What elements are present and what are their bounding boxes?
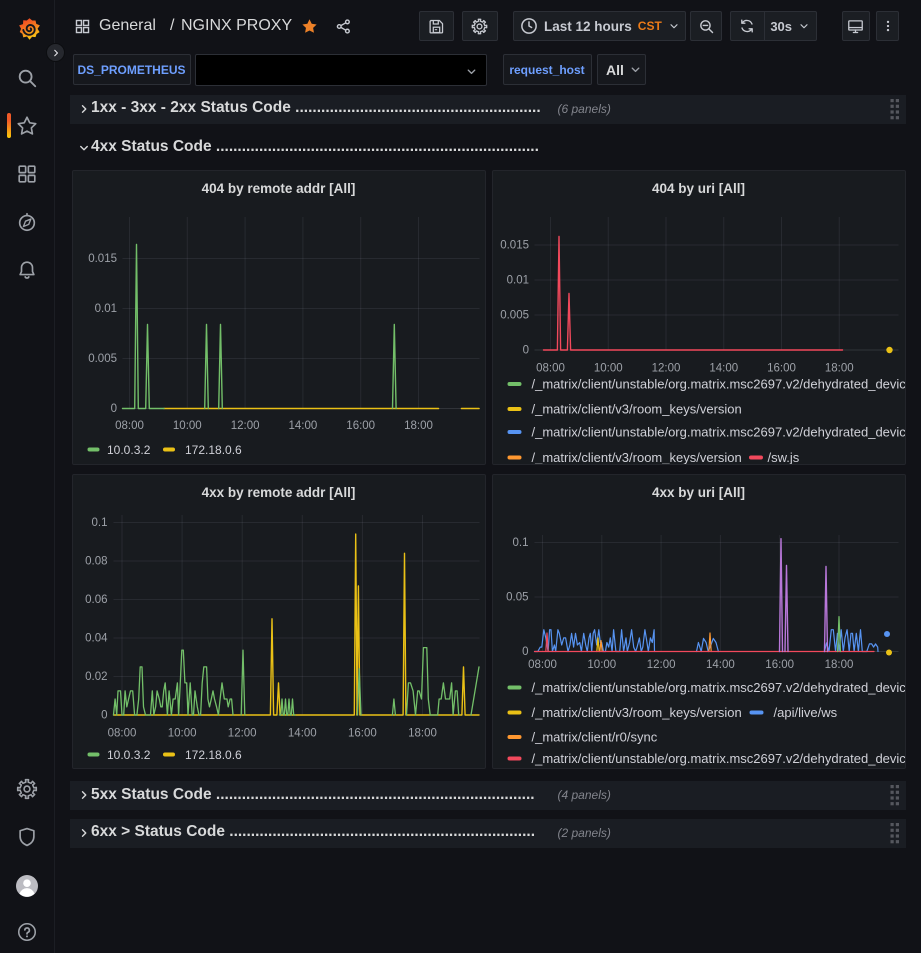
svg-text:0: 0 bbox=[522, 344, 528, 356]
svg-text:14:00: 14:00 bbox=[706, 659, 735, 671]
svg-text:/_matrix/client/unstable/org.m: /_matrix/client/unstable/org.matrix.msc2… bbox=[531, 424, 905, 439]
svg-text:/_matrix/client/v3/room_keys/v: /_matrix/client/v3/room_keys/version bbox=[531, 705, 741, 720]
svg-text:12:00: 12:00 bbox=[651, 362, 680, 374]
svg-text:/_matrix/client/unstable/org.m: /_matrix/client/unstable/org.matrix.msc2… bbox=[531, 751, 905, 766]
svg-text:0.05: 0.05 bbox=[506, 591, 528, 603]
svg-text:172.18.0.6: 172.18.0.6 bbox=[185, 748, 242, 762]
svg-text:0: 0 bbox=[522, 646, 528, 658]
svg-text:/_matrix/client/r0/sync: /_matrix/client/r0/sync bbox=[531, 729, 657, 744]
svg-text:14:00: 14:00 bbox=[709, 362, 738, 374]
svg-text:0.01: 0.01 bbox=[94, 303, 116, 315]
svg-text:10:00: 10:00 bbox=[172, 420, 201, 432]
svg-text:10:00: 10:00 bbox=[593, 362, 622, 374]
svg-text:0.015: 0.015 bbox=[500, 239, 529, 251]
svg-text:/_matrix/client/unstable/org.m: /_matrix/client/unstable/org.matrix.msc2… bbox=[531, 376, 905, 391]
svg-text:0.1: 0.1 bbox=[512, 537, 528, 549]
svg-text:/_matrix/client/v3/room_keys/v: /_matrix/client/v3/room_keys/version bbox=[531, 401, 741, 416]
svg-text:12:00: 12:00 bbox=[230, 420, 259, 432]
svg-text:08:00: 08:00 bbox=[107, 727, 136, 739]
svg-text:16:00: 16:00 bbox=[765, 659, 794, 671]
svg-text:18:00: 18:00 bbox=[404, 420, 433, 432]
svg-text:0.02: 0.02 bbox=[85, 671, 107, 683]
svg-text:172.18.0.6: 172.18.0.6 bbox=[185, 443, 242, 457]
svg-text:0.1: 0.1 bbox=[91, 517, 107, 529]
svg-text:18:00: 18:00 bbox=[824, 659, 853, 671]
svg-text:0.04: 0.04 bbox=[85, 632, 108, 644]
svg-text:12:00: 12:00 bbox=[646, 659, 675, 671]
svg-text:14:00: 14:00 bbox=[288, 420, 317, 432]
svg-text:0: 0 bbox=[110, 403, 116, 415]
svg-text:10:00: 10:00 bbox=[587, 659, 616, 671]
svg-text:0.06: 0.06 bbox=[85, 594, 107, 606]
svg-text:0.005: 0.005 bbox=[500, 309, 529, 321]
svg-text:0.015: 0.015 bbox=[88, 253, 117, 265]
svg-text:08:00: 08:00 bbox=[115, 420, 144, 432]
svg-text:10.0.3.2: 10.0.3.2 bbox=[107, 748, 151, 762]
svg-text:10.0.3.2: 10.0.3.2 bbox=[107, 443, 151, 457]
svg-text:18:00: 18:00 bbox=[408, 727, 437, 739]
svg-text:08:00: 08:00 bbox=[536, 362, 565, 374]
svg-text:/sw.js: /sw.js bbox=[767, 450, 799, 464]
svg-text:16:00: 16:00 bbox=[767, 362, 796, 374]
svg-text:/_matrix/client/v3/room_keys/v: /_matrix/client/v3/room_keys/version bbox=[531, 450, 741, 464]
svg-text:16:00: 16:00 bbox=[348, 727, 377, 739]
svg-text:0: 0 bbox=[101, 709, 107, 721]
svg-text:0.01: 0.01 bbox=[506, 274, 528, 286]
svg-text:/_matrix/client/unstable/org.m: /_matrix/client/unstable/org.matrix.msc2… bbox=[531, 680, 905, 695]
svg-text:16:00: 16:00 bbox=[346, 420, 375, 432]
svg-text:0.08: 0.08 bbox=[85, 555, 107, 567]
svg-text:10:00: 10:00 bbox=[167, 727, 196, 739]
svg-text:/api/live/ws: /api/live/ws bbox=[773, 705, 837, 720]
svg-text:14:00: 14:00 bbox=[287, 727, 316, 739]
svg-text:0.005: 0.005 bbox=[88, 353, 117, 365]
svg-text:18:00: 18:00 bbox=[824, 362, 853, 374]
svg-text:08:00: 08:00 bbox=[528, 659, 557, 671]
svg-text:12:00: 12:00 bbox=[227, 727, 256, 739]
